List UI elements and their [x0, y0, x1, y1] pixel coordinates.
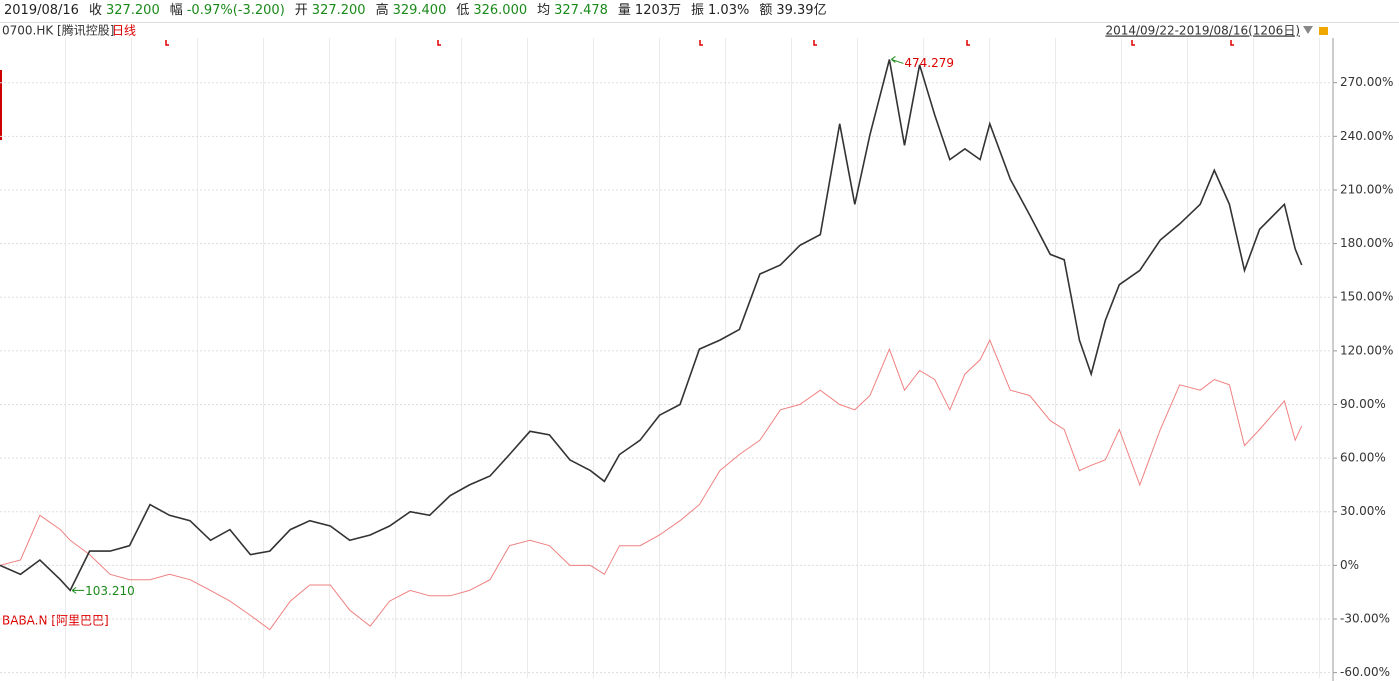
- item-value: 327.200: [311, 3, 366, 18]
- y-tick-label: 210.00%: [1340, 182, 1393, 196]
- y-tick-label: 90.00%: [1340, 397, 1386, 411]
- annotation-arrow: [71, 587, 85, 594]
- item-label: 开: [294, 3, 308, 18]
- item-label: 量: [617, 3, 631, 18]
- item-label: 幅: [169, 3, 183, 18]
- series-0-label: 0700.HK [腾讯控股]: [2, 23, 114, 38]
- period: 日线: [112, 24, 136, 38]
- item-value: 1.03%: [708, 3, 750, 18]
- item-label: 均: [537, 3, 551, 18]
- event-markers: [165, 40, 1234, 46]
- date: 2019/08/16: [4, 3, 79, 18]
- side-marker: [0, 70, 2, 140]
- annotation-max: 474.279: [904, 56, 954, 70]
- y-tick-label: -60.00%: [1340, 665, 1390, 679]
- annotation-arrow: [891, 56, 904, 64]
- y-tick-label: 60.00%: [1340, 451, 1386, 465]
- series-line: [0, 338, 1303, 631]
- item-label: 额: [759, 3, 773, 18]
- lock-icon: [1319, 27, 1328, 35]
- header-bar: 2019/08/16 收 327.200 幅 -0.97%(-3.200) 开 327.20…: [0, 0, 1399, 23]
- item-value: 1203万: [634, 3, 682, 18]
- item-label: 振: [691, 3, 705, 18]
- item-value: 327.478: [554, 3, 608, 18]
- series-line: [0, 59, 1303, 592]
- y-tick-label: 240.00%: [1340, 129, 1393, 143]
- range-label: 2014/09/22-2019/08/16(1206日): [1105, 24, 1300, 38]
- item-label: 高: [375, 3, 389, 18]
- y-tick-label: 150.00%: [1340, 290, 1393, 304]
- y-tick-label: 0%: [1340, 558, 1359, 572]
- y-tick-label: -30.00%: [1340, 612, 1390, 626]
- item-value: 39.39亿: [776, 3, 827, 18]
- item-label: 收: [88, 3, 102, 18]
- dropdown-icon: [1303, 26, 1313, 34]
- series-1-label: BABA.N [阿里巴巴]: [2, 614, 109, 628]
- y-tick-label: 270.00%: [1340, 75, 1393, 89]
- item-value: 326.000: [473, 3, 528, 18]
- annotation-min: 103.210: [85, 584, 135, 598]
- item-label: 低: [456, 3, 470, 18]
- vertical-grid: [0, 38, 1333, 678]
- y-tick-label: 180.00%: [1340, 236, 1393, 250]
- item-value: -0.97%(-3.200): [186, 3, 285, 18]
- item-value: 327.200: [105, 3, 160, 18]
- y-tick-label: 120.00%: [1340, 343, 1393, 357]
- item-value: 329.400: [392, 3, 447, 18]
- y-tick-label: 30.00%: [1340, 504, 1386, 518]
